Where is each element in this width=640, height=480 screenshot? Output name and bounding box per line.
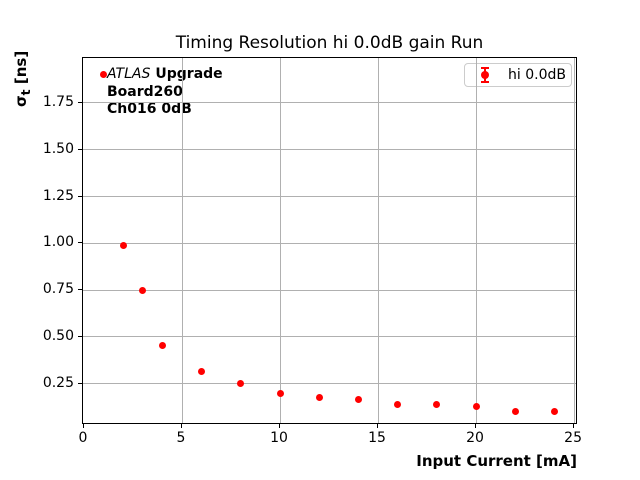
- data-point: [276, 390, 284, 398]
- data-point: [100, 71, 108, 79]
- gridline-y-1.75: [83, 102, 576, 104]
- y-axis-label-units: [ns]: [12, 50, 30, 90]
- errorbar-marker-icon: [476, 67, 494, 83]
- errorbar-cap-top: [481, 67, 489, 69]
- y-tick-mark: [78, 242, 82, 244]
- y-tick-label: 1.50: [42, 140, 74, 157]
- annotation-program: Upgrade: [155, 66, 223, 82]
- y-tick-mark: [78, 335, 82, 337]
- legend-label: hi 0.0dB: [508, 67, 566, 83]
- x-tick-label: 25: [564, 430, 582, 446]
- gridline-y-1.25: [83, 196, 576, 198]
- annotation-experiment: ATLAS: [107, 66, 151, 82]
- x-axis-label: Input Current [mA]: [416, 452, 577, 470]
- data-point: [550, 408, 558, 416]
- x-tick-label: 5: [176, 430, 186, 446]
- data-point: [511, 407, 519, 415]
- data-point: [354, 396, 362, 404]
- y-tick-label: 0.75: [42, 281, 74, 298]
- data-point: [237, 380, 245, 388]
- y-tick-mark: [78, 101, 82, 103]
- plot-annotation: ATLAS Upgrade Board260 Ch016 0dB: [107, 66, 223, 119]
- x-tick-mark: [82, 424, 84, 428]
- data-point: [433, 400, 441, 408]
- legend: hi 0.0dB: [464, 63, 572, 87]
- y-tick-label: 1.00: [42, 234, 74, 251]
- y-tick-mark: [78, 289, 82, 291]
- chart-title: Timing Resolution hi 0.0dB gain Run: [175, 33, 484, 53]
- y-tick-mark: [78, 148, 82, 150]
- x-tick-mark: [181, 424, 182, 428]
- gridline-x-5: [181, 58, 183, 423]
- data-point: [139, 286, 147, 294]
- gridline-x-10: [279, 58, 281, 423]
- data-point: [119, 241, 127, 249]
- x-tick-mark: [279, 424, 281, 428]
- y-tick-label: 1.75: [42, 93, 74, 110]
- data-point: [315, 393, 323, 401]
- y-tick-mark: [78, 382, 82, 384]
- gridline-y-1: [83, 242, 576, 244]
- annotation-line-2: Board260: [107, 83, 183, 100]
- y-tick-mark: [78, 195, 82, 197]
- annotation-line-3: Ch016 0dB: [107, 101, 192, 117]
- gridline-y-0.75: [83, 289, 576, 291]
- gridline-y-1.5: [83, 149, 576, 151]
- gridline-x-15: [377, 58, 379, 423]
- gridline-y-0.25: [83, 383, 576, 385]
- errorbar-dot: [481, 71, 489, 79]
- data-point: [394, 400, 402, 408]
- data-point: [158, 341, 166, 349]
- x-tick-label: 0: [78, 430, 88, 446]
- x-tick-label: 15: [368, 430, 386, 446]
- x-tick-mark: [377, 424, 379, 428]
- x-tick-mark: [573, 424, 575, 428]
- annotation-line-1: ATLAS Upgrade: [107, 66, 223, 84]
- gridline-x-25: [573, 58, 575, 423]
- data-point: [198, 368, 206, 376]
- gridline-x-20: [475, 58, 477, 423]
- data-point: [472, 402, 480, 410]
- x-tick-label: 10: [270, 430, 288, 446]
- errorbar-cap-bottom: [481, 81, 489, 83]
- plot-area: ATLAS Upgrade Board260 Ch016 0dB hi 0.0dB: [82, 57, 577, 424]
- gridline-y-0.5: [83, 336, 576, 338]
- x-tick-label: 20: [466, 430, 484, 446]
- y-tick-label: 1.25: [42, 187, 74, 204]
- y-tick-label: 0.50: [42, 327, 74, 344]
- y-tick-label: 0.25: [42, 374, 74, 391]
- x-tick-mark: [475, 424, 477, 428]
